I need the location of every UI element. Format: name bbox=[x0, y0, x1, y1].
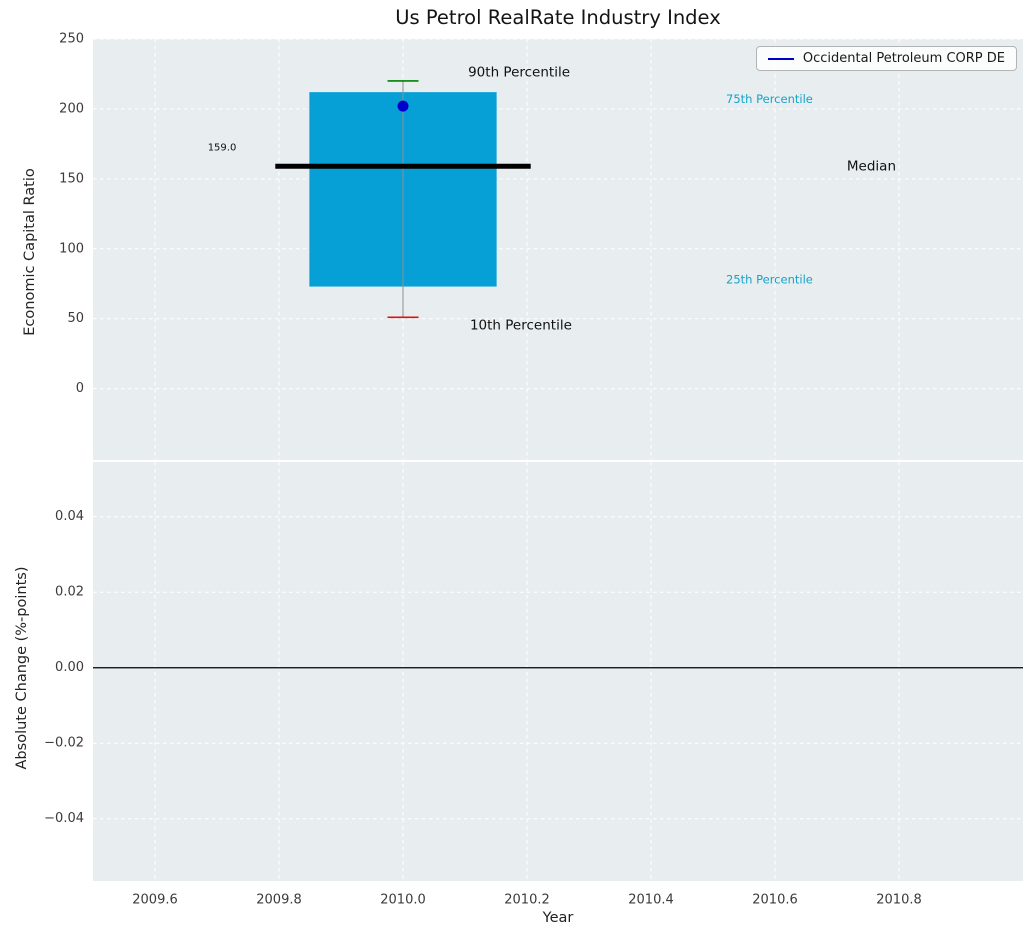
ytick-label: −0.02 bbox=[44, 736, 84, 751]
legend-line-sample bbox=[767, 57, 794, 60]
xtick-label: 2010.0 bbox=[380, 893, 426, 908]
legend-label: Occidental Petroleum CORP DE bbox=[802, 51, 1005, 66]
ytick-label: 50 bbox=[67, 311, 84, 326]
xtick-label: 2010.6 bbox=[752, 893, 798, 908]
chart-title: Us Petrol RealRate Industry Index bbox=[395, 6, 721, 29]
axes-background bbox=[93, 39, 1023, 460]
x-axis-label: Year bbox=[542, 910, 574, 926]
legend: Occidental Petroleum CORP DE bbox=[755, 46, 1017, 71]
annotation-text: 75th Percentile bbox=[726, 92, 813, 106]
ytick-label: 150 bbox=[59, 171, 84, 186]
ytick-label: 0.04 bbox=[55, 509, 84, 524]
xtick-label: 2010.8 bbox=[876, 893, 922, 908]
series-point bbox=[397, 100, 409, 112]
annotation-text: 25th Percentile bbox=[726, 273, 813, 287]
ytick-label: 200 bbox=[59, 101, 84, 116]
axes-1: 0.04 0.02 0.00 −0.02 −0.04 2009.6 2009.8 2010.0… bbox=[44, 462, 1023, 908]
annotation-text: Median bbox=[847, 158, 896, 174]
xtick-label: 2010.2 bbox=[504, 893, 550, 908]
xtick-label: 2010.4 bbox=[628, 893, 674, 908]
ytick-label: 0.00 bbox=[55, 660, 84, 675]
annotation-text: 90th Percentile bbox=[468, 65, 570, 81]
y-axis-label-bottom: Absolute Change (%-points) bbox=[14, 566, 30, 770]
xtick-label: 2009.8 bbox=[256, 893, 302, 908]
ytick-label: 250 bbox=[59, 32, 84, 47]
ytick-label: 0.02 bbox=[55, 585, 84, 600]
ytick-label: 0 bbox=[76, 381, 84, 396]
ytick-label: 100 bbox=[59, 241, 84, 256]
annotation-text: 10th Percentile bbox=[470, 318, 572, 334]
xtick-label: 2009.6 bbox=[132, 893, 178, 908]
axes-background bbox=[93, 462, 1023, 881]
ytick-label: −0.04 bbox=[44, 811, 84, 826]
y-axis-label-top: Economic Capital Ratio bbox=[22, 168, 38, 336]
annotation-text: 159.0 bbox=[208, 143, 237, 154]
axes-0: 250 200 150 100 50 0 90th Percentile 10th Perce… bbox=[59, 32, 1023, 460]
